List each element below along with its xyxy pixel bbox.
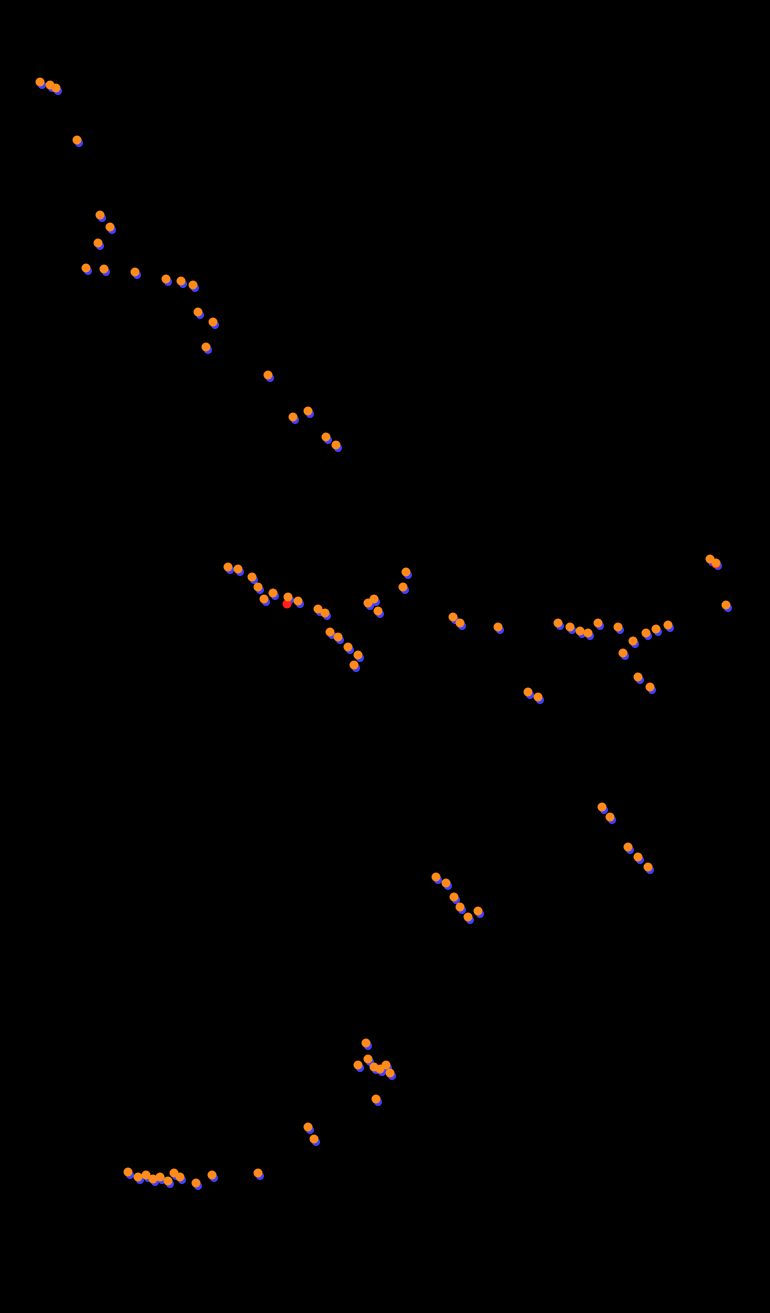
data-point-orange xyxy=(96,211,105,220)
data-point-orange xyxy=(594,619,603,628)
data-point-orange xyxy=(304,1123,313,1132)
data-point-orange xyxy=(442,879,451,888)
data-point-orange xyxy=(321,609,330,618)
data-point-orange xyxy=(194,308,203,317)
data-point-orange xyxy=(73,136,82,145)
data-point-orange xyxy=(100,265,109,274)
data-point-orange xyxy=(177,277,186,286)
data-point-orange xyxy=(664,621,673,630)
scatter-plot xyxy=(0,0,770,1313)
data-point-orange xyxy=(52,84,61,93)
data-point-orange xyxy=(332,441,341,450)
data-point-orange xyxy=(370,595,379,604)
data-point-orange xyxy=(646,683,655,692)
data-point-orange xyxy=(264,371,273,380)
data-point-orange xyxy=(474,907,483,916)
data-point-orange xyxy=(124,1168,133,1177)
data-point-orange xyxy=(534,693,543,702)
data-point-orange xyxy=(566,623,575,632)
data-point-orange xyxy=(209,318,218,327)
data-point-orange xyxy=(162,275,171,284)
data-point-orange xyxy=(82,264,91,273)
data-point-orange xyxy=(598,803,607,812)
data-point-orange xyxy=(524,688,533,697)
data-point-orange xyxy=(334,633,343,642)
data-point-orange xyxy=(450,893,459,902)
data-point-orange xyxy=(254,1169,263,1178)
data-point-orange xyxy=(344,643,353,652)
data-point-orange xyxy=(350,661,359,670)
data-point-orange xyxy=(614,623,623,632)
data-point-orange xyxy=(248,573,257,582)
data-point-orange xyxy=(289,413,298,422)
data-point-orange xyxy=(202,343,211,352)
data-point-orange xyxy=(374,607,383,616)
data-point-orange xyxy=(456,903,465,912)
data-point-orange xyxy=(432,873,441,882)
data-point-orange xyxy=(634,673,643,682)
data-point-orange xyxy=(712,559,721,568)
data-point-orange xyxy=(106,223,115,232)
data-point-orange xyxy=(254,583,263,592)
data-point-orange xyxy=(624,843,633,852)
data-point-orange xyxy=(284,593,293,602)
data-point-orange xyxy=(322,433,331,442)
data-point-orange xyxy=(619,649,628,658)
data-point-orange xyxy=(234,565,243,574)
data-point-orange xyxy=(208,1171,217,1180)
data-point-orange xyxy=(722,601,731,610)
data-point-orange xyxy=(494,623,503,632)
data-point-orange xyxy=(354,651,363,660)
data-point-orange xyxy=(372,1095,381,1104)
data-point-orange xyxy=(456,619,465,628)
data-point-orange xyxy=(629,637,638,646)
data-point-orange xyxy=(176,1173,185,1182)
data-point-orange xyxy=(354,1061,363,1070)
data-point-orange xyxy=(402,568,411,577)
data-point-orange xyxy=(652,625,661,634)
data-point-orange xyxy=(131,268,140,277)
data-point-orange xyxy=(260,595,269,604)
data-point-orange xyxy=(554,619,563,628)
data-point-orange xyxy=(294,597,303,606)
data-point-orange xyxy=(606,813,615,822)
data-point-orange xyxy=(189,281,198,290)
data-point-orange xyxy=(399,583,408,592)
data-point-orange xyxy=(362,1039,371,1048)
data-point-orange xyxy=(584,629,593,638)
data-point-orange xyxy=(224,563,233,572)
data-point-orange xyxy=(269,589,278,598)
data-point-orange xyxy=(642,629,651,638)
data-point-orange xyxy=(310,1135,319,1144)
data-point-orange xyxy=(36,78,45,87)
data-point-orange xyxy=(634,853,643,862)
data-point-orange xyxy=(644,863,653,872)
data-point-orange xyxy=(94,239,103,248)
data-point-orange xyxy=(386,1069,395,1078)
data-point-orange xyxy=(464,913,473,922)
data-point-orange xyxy=(192,1179,201,1188)
data-point-orange xyxy=(304,407,313,416)
data-point-orange xyxy=(164,1177,173,1186)
